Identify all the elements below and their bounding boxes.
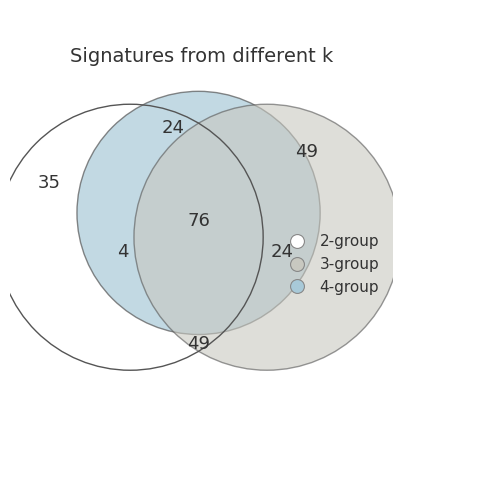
Text: 4: 4	[117, 243, 129, 262]
Circle shape	[77, 91, 320, 335]
Text: 24: 24	[271, 243, 294, 262]
Text: 24: 24	[162, 119, 185, 137]
Text: 35: 35	[38, 173, 61, 192]
Legend: 2-group, 3-group, 4-group: 2-group, 3-group, 4-group	[275, 228, 386, 301]
Title: Signatures from different k: Signatures from different k	[70, 47, 333, 66]
Text: 49: 49	[295, 143, 318, 161]
Circle shape	[134, 104, 400, 370]
Text: 76: 76	[187, 212, 210, 229]
Text: 49: 49	[187, 335, 210, 353]
